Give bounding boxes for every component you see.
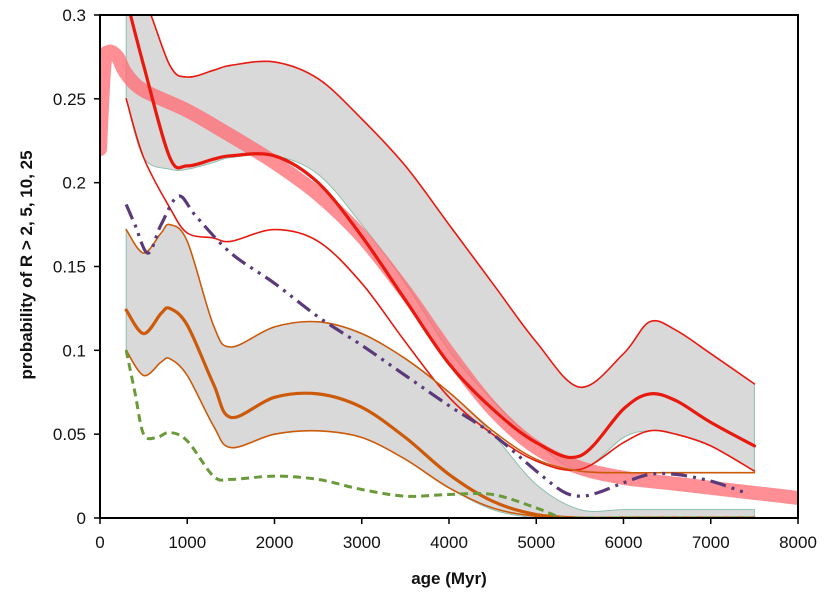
x-tick-label: 0 [95, 533, 104, 552]
y-tick-label: 0.15 [53, 258, 86, 277]
series-line-8 [124, 350, 755, 518]
y-tick-label: 0.3 [62, 6, 86, 25]
series-line-5 [124, 306, 756, 518]
x-tick-label: 6000 [605, 533, 643, 552]
series-line-3 [125, 98, 756, 472]
y-tick-label: 0 [77, 509, 86, 528]
series-line-7 [124, 194, 747, 498]
x-tick-label: 3000 [343, 533, 381, 552]
x-axis-ticks: 0 1000 2000 3000 4000 5000 6000 7000 8000 [95, 518, 817, 552]
y-axis-title: probability of R > 2, 5, 10, 25 [17, 150, 36, 379]
x-tick-label: 4000 [430, 533, 468, 552]
series-line-4 [125, 223, 756, 474]
x-tick-label: 8000 [779, 533, 817, 552]
data-series [100, 15, 798, 518]
series-line-1 [150, 15, 756, 389]
x-tick-label: 1000 [168, 533, 206, 552]
x-tick-label: 2000 [256, 533, 294, 552]
y-tick-label: 0.25 [53, 90, 86, 109]
series-line-2 [128, 15, 756, 459]
y-tick-label: 0.05 [53, 425, 86, 444]
x-tick-label: 7000 [692, 533, 730, 552]
y-tick-label: 0.2 [62, 174, 86, 193]
x-axis-title: age (Myr) [411, 569, 487, 588]
x-tick-label: 5000 [517, 533, 555, 552]
y-tick-label: 0.1 [62, 341, 86, 360]
y-axis-ticks: 0 0.05 0.1 0.15 0.2 0.25 0.3 [53, 6, 100, 528]
series-line-6 [125, 349, 756, 518]
